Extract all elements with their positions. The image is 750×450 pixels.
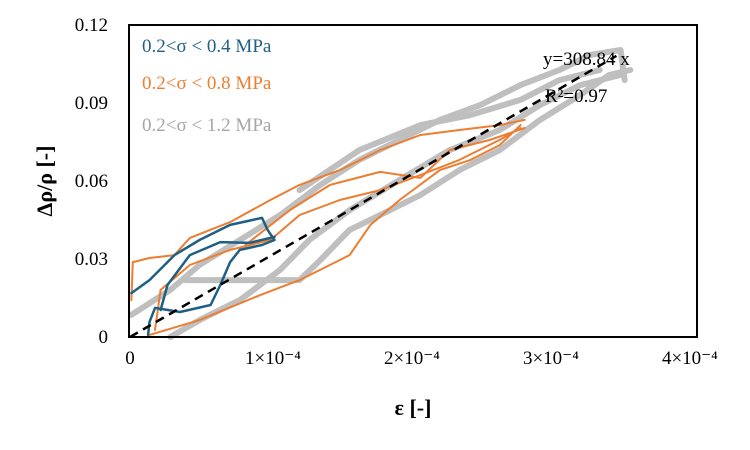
series-1-curve-3 — [244, 127, 526, 246]
y-tick-label: 0.03 — [75, 249, 108, 270]
x-tick-label: 4×10⁻⁴ — [662, 348, 718, 369]
plot-area-border — [128, 24, 698, 338]
trendline — [129, 54, 618, 339]
legend-entry-2: 0.2<σ < 1.2 MPa — [142, 115, 272, 136]
x-axis-title: ε [-] — [395, 395, 432, 420]
x-tick-label: 1×10⁻⁴ — [245, 348, 301, 369]
x-tick-label: 2×10⁻⁴ — [384, 348, 440, 369]
y-tick-label: 0.06 — [75, 171, 108, 192]
series-0-curve-0 — [130, 216, 276, 337]
series-1-curve-0 — [130, 118, 526, 302]
legend-entry-0: 0.2<σ < 0.4 MPa — [142, 36, 272, 57]
legend-entry-1: 0.2<σ < 0.8 MPa — [142, 73, 272, 94]
x-tick-label: 0 — [125, 348, 135, 369]
y-tick-label: 0.09 — [75, 93, 108, 114]
trendline-r2: R²=0.97 — [545, 86, 607, 107]
series-2-curve-1 — [182, 67, 634, 284]
y-tick-label: 0 — [99, 327, 109, 348]
series-1-curve-2 — [154, 127, 522, 331]
series-1-curve-1 — [148, 124, 522, 336]
series-2-curve-2 — [167, 71, 624, 340]
plot-curves — [128, 47, 634, 340]
y-tick-label: 0.12 — [75, 15, 108, 36]
series-2-curve-3 — [296, 67, 603, 194]
series-0-curve-1 — [159, 235, 276, 312]
trendline-equation: y=308.84 x — [543, 49, 630, 70]
y-axis-title: Δρ/ρ [-] — [32, 146, 57, 217]
x-tick-label: 3×10⁻⁴ — [523, 348, 579, 369]
